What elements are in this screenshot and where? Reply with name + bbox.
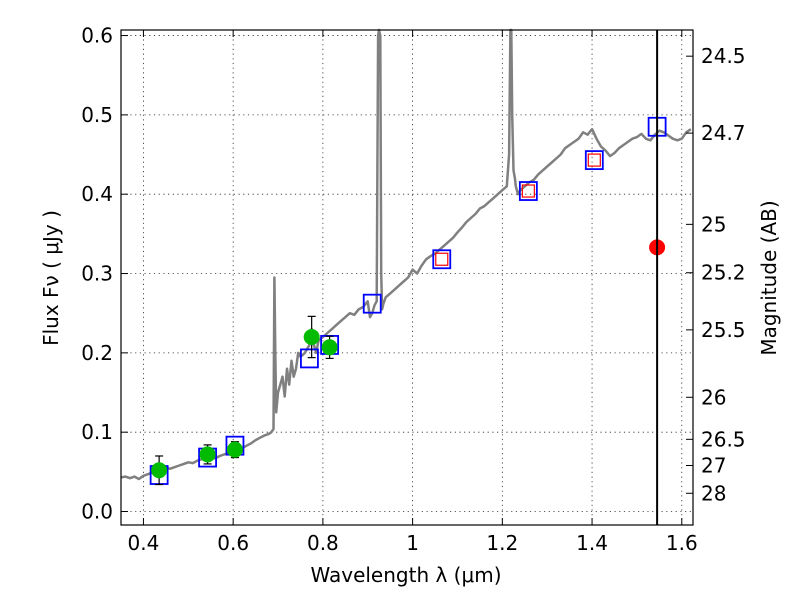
y-axis-label: Flux Fν ( μJy ): [39, 210, 63, 346]
y-tick-label: 0.4: [81, 182, 113, 206]
x-tick-label: 1.2: [486, 531, 518, 555]
x-tick-label: 1: [406, 531, 419, 555]
red-square-point: [521, 184, 535, 198]
photometry-points: [149, 116, 667, 486]
x-tick-label: 1.6: [666, 531, 698, 555]
x-axis-label: Wavelength λ (μm): [310, 563, 501, 587]
green-circle-point: [199, 446, 216, 463]
spectrum-series: [120, 28, 692, 481]
plot-frame: [120, 29, 694, 526]
y2-tick-label: 26.5: [701, 427, 746, 451]
blue-square-point: [300, 348, 319, 369]
y-tick-label: 0.0: [81, 500, 113, 524]
green-circle-point: [226, 441, 243, 458]
y2-tick-label: 25: [701, 212, 726, 236]
y2-tick-label: 27: [701, 454, 726, 478]
spectrum-line: [120, 28, 692, 481]
y-tick-label: 0.6: [81, 24, 113, 48]
x-tick-label: 1.4: [576, 531, 608, 555]
y2-axis-label: Magnitude (AB): [757, 200, 781, 355]
x-tick-label: 0.8: [307, 531, 339, 555]
y-tick-label: 0.2: [81, 341, 113, 365]
blue-square-point: [518, 181, 538, 201]
green-circle-point: [321, 339, 338, 356]
y2-tick-label: 24.5: [701, 44, 746, 68]
y2-tick-label: 25.5: [701, 318, 746, 342]
y-tick-label: 0.5: [81, 103, 113, 127]
green-circle-point: [151, 462, 168, 479]
red-square-point: [587, 153, 601, 167]
axis-ticks: 0.4 0.6 0.8 1 1.2 1.4 1.6 0.0 0.1 0.2 0.3 0.4 0.5 0.6…: [81, 24, 745, 555]
y-tick-label: 0.3: [81, 262, 113, 286]
y2-tick-label: 26: [701, 385, 726, 409]
blue-square-point: [584, 150, 604, 170]
y-tick-label: 0.1: [81, 420, 113, 444]
blue-square-point: [362, 293, 382, 314]
y2-tick-label: 25.2: [701, 261, 746, 285]
x-tick-label: 0.6: [217, 531, 249, 555]
y2-tick-label: 24.7: [701, 121, 746, 145]
green-circle-point: [303, 328, 320, 345]
red-square-point: [435, 252, 449, 266]
blue-square-point: [432, 249, 452, 270]
y2-tick-label: 28: [701, 481, 726, 505]
x-tick-label: 0.4: [128, 531, 160, 555]
